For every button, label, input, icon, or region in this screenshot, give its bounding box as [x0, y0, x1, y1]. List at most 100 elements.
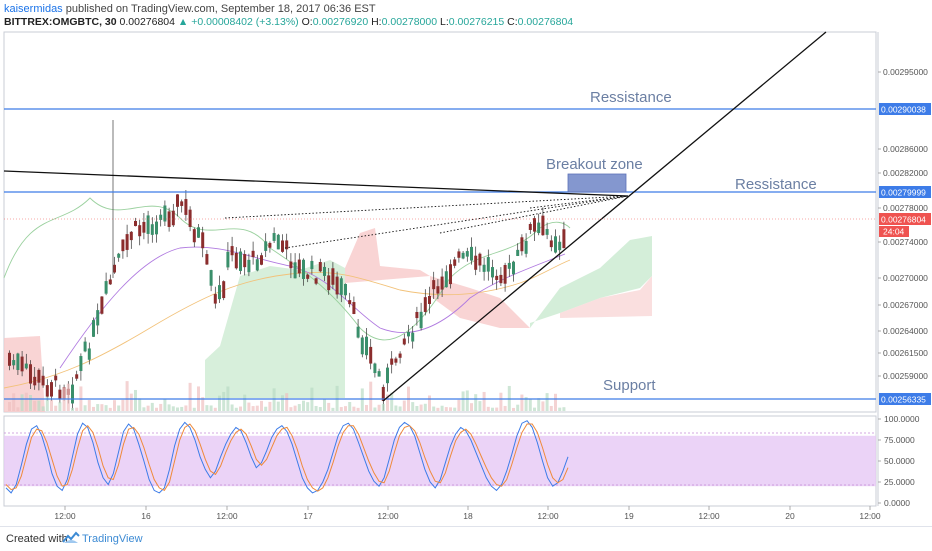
candle — [428, 295, 431, 304]
volume-bar — [386, 394, 389, 411]
stochastic-tick-label: 0.0000 — [884, 498, 910, 508]
last-price: 0.00276804 — [119, 16, 175, 28]
candle — [138, 225, 142, 237]
candle — [129, 231, 133, 241]
volume-bar — [134, 389, 137, 411]
candle — [528, 223, 532, 230]
stochastic-k-line — [5, 420, 569, 494]
candle — [24, 363, 28, 369]
candle — [419, 311, 423, 329]
tradingview-brand-link[interactable]: TradingView — [82, 533, 143, 545]
volume-bar — [465, 390, 469, 411]
volume-bar — [549, 405, 553, 411]
volume-bar — [45, 396, 49, 411]
volume-bar — [268, 401, 272, 411]
volume-bar — [276, 401, 280, 411]
candle — [302, 259, 305, 279]
candle — [260, 255, 263, 265]
price-tick-label: 0.00295000 — [883, 67, 928, 77]
candle — [491, 267, 494, 278]
candle — [222, 281, 226, 299]
volume-bar — [117, 405, 121, 411]
time-axis[interactable]: 12:00 16 12:00 17 12:00 18 12:00 19 12:00 20 12:00 — [54, 506, 881, 521]
volume-bar — [558, 407, 562, 411]
support-annotation: Support — [603, 377, 656, 394]
candle — [415, 311, 419, 319]
volume-bar — [423, 403, 427, 411]
volume-bar — [159, 403, 163, 411]
candle — [276, 234, 280, 250]
volume-bar — [104, 405, 108, 411]
ascending-trendline[interactable] — [382, 31, 827, 402]
breakout-zone-box[interactable] — [567, 173, 627, 193]
price-level-tags: 0.00290038 0.00279999 0.00276804 24:04 0… — [879, 103, 931, 405]
open-value: 0.00276920 — [312, 16, 369, 28]
breakout-annotation: Breakout zone — [546, 156, 643, 173]
volume-bar — [54, 405, 58, 411]
candle — [541, 215, 545, 236]
price-chart[interactable]: Ressistance Ressistance Breakout zone Su… — [0, 28, 932, 526]
candle — [188, 209, 192, 227]
candle — [314, 278, 318, 284]
volume-bar — [482, 391, 486, 411]
volume-bar — [440, 405, 444, 411]
volume-bar — [171, 406, 175, 411]
candle — [394, 358, 398, 363]
candle — [323, 266, 326, 276]
candle — [520, 237, 524, 252]
time-tick-label: 19 — [624, 511, 634, 521]
candle — [155, 221, 158, 235]
stochastic-axis[interactable]: 100.0000 75.0000 50.0000 25.0000 0.0000 — [878, 414, 920, 508]
low-label: L: — [440, 16, 449, 28]
candle — [104, 281, 108, 294]
candle — [369, 346, 373, 364]
candle — [16, 353, 20, 371]
time-tick-label: 12:00 — [216, 511, 238, 521]
time-tick-label: 18 — [463, 511, 473, 521]
volume-bar — [129, 393, 133, 411]
candle — [402, 338, 406, 345]
price-change: +0.00008402 (+3.13%) — [191, 16, 299, 28]
last-price-tag: 0.00276804 — [881, 215, 926, 225]
volume-bar — [83, 405, 87, 411]
volume-bar — [243, 394, 247, 411]
candle — [499, 274, 503, 284]
candle — [549, 240, 553, 248]
volume-bar — [155, 407, 158, 411]
candle — [516, 249, 520, 257]
volume-bar — [369, 381, 373, 411]
candle — [234, 252, 238, 269]
candle — [554, 236, 557, 253]
candle — [29, 364, 32, 384]
candle — [142, 221, 146, 233]
volume-bar — [453, 407, 457, 411]
author-link[interactable]: kaisermidas — [4, 3, 63, 15]
price-axis[interactable]: 0.00295000 0.00286000 0.00282000 0.00278000… — [878, 67, 928, 381]
volume-bar — [554, 393, 557, 411]
volume-bar — [314, 405, 318, 411]
candle — [373, 363, 377, 374]
volume-bar — [365, 404, 368, 411]
descending-trendline[interactable] — [3, 170, 629, 197]
time-tick-label: 16 — [141, 511, 151, 521]
candle — [58, 389, 62, 399]
candle — [293, 262, 297, 279]
tradingview-logo-icon[interactable] — [62, 531, 80, 545]
price-tick-label: 0.00261500 — [883, 348, 928, 358]
candle — [92, 320, 95, 337]
candle — [297, 259, 301, 274]
volume-bar — [100, 404, 104, 411]
stochastic-tick-label: 75.0000 — [884, 435, 915, 445]
candle — [8, 352, 11, 366]
price-tick-label: 0.00282000 — [883, 168, 928, 178]
volume-bar — [192, 407, 196, 411]
candle — [255, 259, 259, 271]
price-tick-label: 0.00259000 — [883, 371, 928, 381]
volume-bar — [331, 407, 335, 411]
candle — [205, 254, 209, 265]
volume-bar — [327, 402, 331, 411]
volume-bar — [360, 388, 364, 411]
candle — [423, 297, 427, 312]
volume-bar — [339, 407, 343, 411]
volume-bar — [390, 392, 394, 411]
